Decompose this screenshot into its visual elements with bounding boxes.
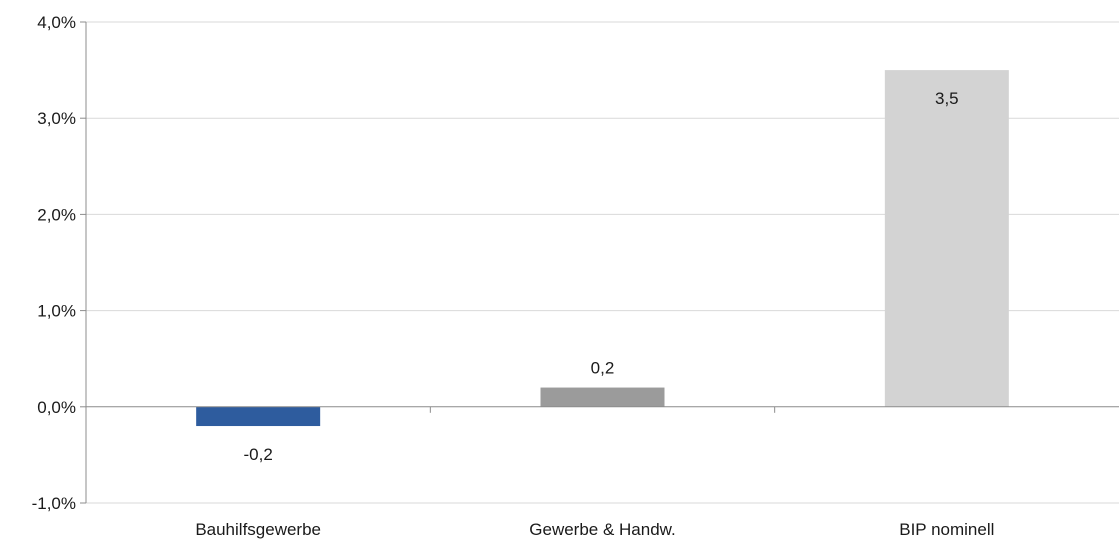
y-tick-label: 0,0% [37, 398, 76, 417]
bar-3 [884, 70, 1009, 407]
y-tick-label: 2,0% [37, 205, 76, 224]
y-tick-label: 3,0% [37, 109, 76, 128]
x-tick-label: Bauhilfsgewerbe [195, 520, 321, 539]
y-axis-ticks: -1,0% 0,0% 1,0% 2,0% 3,0% 4,0% [32, 13, 86, 513]
y-tick-label: 4,0% [37, 13, 76, 32]
y-tick-label: -1,0% [32, 494, 76, 513]
data-label: 3,5 [935, 89, 959, 108]
x-tick-label: Gewerbe & Handw. [529, 520, 675, 539]
bars [196, 70, 1009, 427]
axes [85, 22, 1119, 503]
data-label: 0,2 [591, 359, 615, 378]
y-tick-label: 1,0% [37, 302, 76, 321]
data-labels: Bauhilfsgewerbe -0,2 Gewerbe & Handw. 0,2 BI… [195, 89, 994, 539]
bar-2 [540, 387, 665, 407]
x-tick-label: BIP nominell [899, 520, 994, 539]
bar-1 [196, 406, 321, 427]
x-axis-ticks [429, 406, 776, 413]
data-label: -0,2 [244, 445, 273, 464]
